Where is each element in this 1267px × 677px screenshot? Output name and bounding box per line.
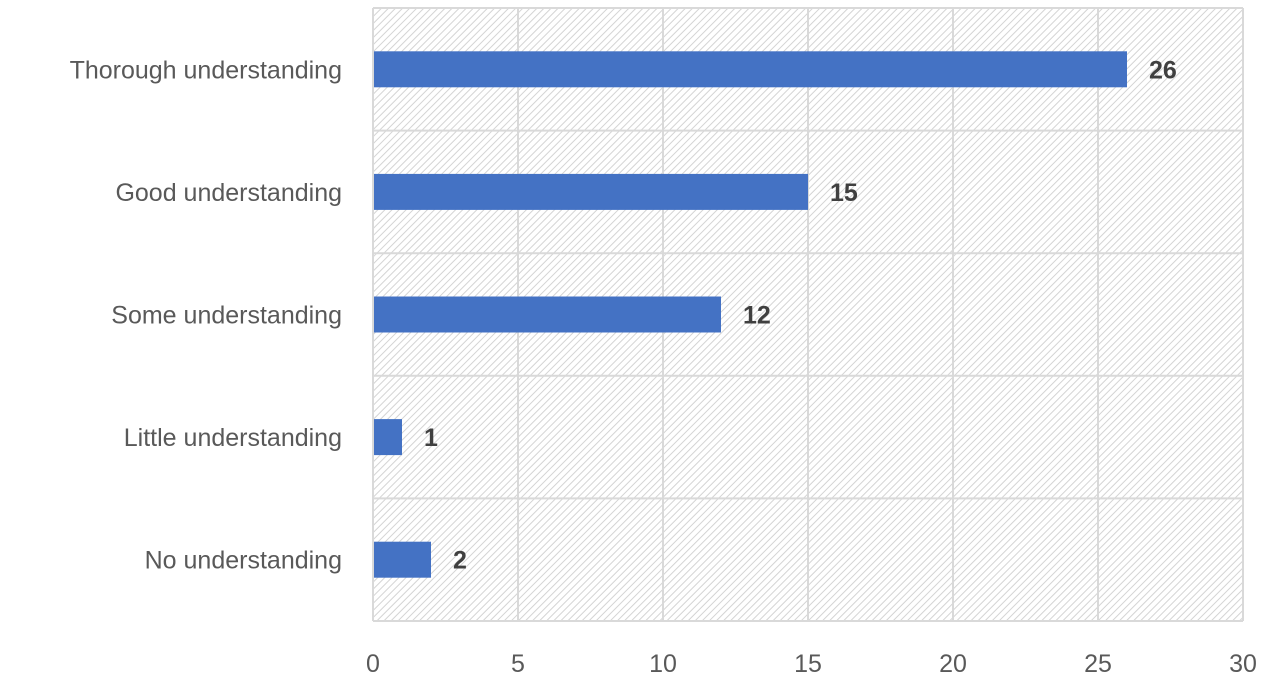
category-label: Little understanding xyxy=(124,424,342,452)
data-label: 12 xyxy=(743,302,771,330)
bar xyxy=(374,297,721,333)
x-tick-label: 20 xyxy=(939,650,967,677)
x-tick-label: 5 xyxy=(511,650,525,677)
x-tick-label: 25 xyxy=(1084,650,1112,677)
bar xyxy=(374,542,431,578)
data-label: 2 xyxy=(453,547,467,575)
bar xyxy=(374,419,402,455)
category-labels: Thorough understanding Good understanding… xyxy=(70,56,342,574)
category-label: Some understanding xyxy=(111,302,342,330)
x-tick-label: 10 xyxy=(649,650,677,677)
x-tick-label: 15 xyxy=(794,650,822,677)
bar xyxy=(374,51,1127,87)
category-label: Good understanding xyxy=(115,179,342,207)
data-label: 1 xyxy=(424,424,438,452)
data-label: 26 xyxy=(1149,56,1177,84)
x-axis-ticks: 0 5 10 15 20 25 30 xyxy=(366,650,1257,677)
bar xyxy=(374,174,808,210)
data-label: 15 xyxy=(830,179,858,207)
category-label: Thorough understanding xyxy=(70,56,342,84)
category-label: No understanding xyxy=(145,547,342,575)
x-tick-label: 0 xyxy=(366,650,380,677)
x-tick-label: 30 xyxy=(1229,650,1257,677)
